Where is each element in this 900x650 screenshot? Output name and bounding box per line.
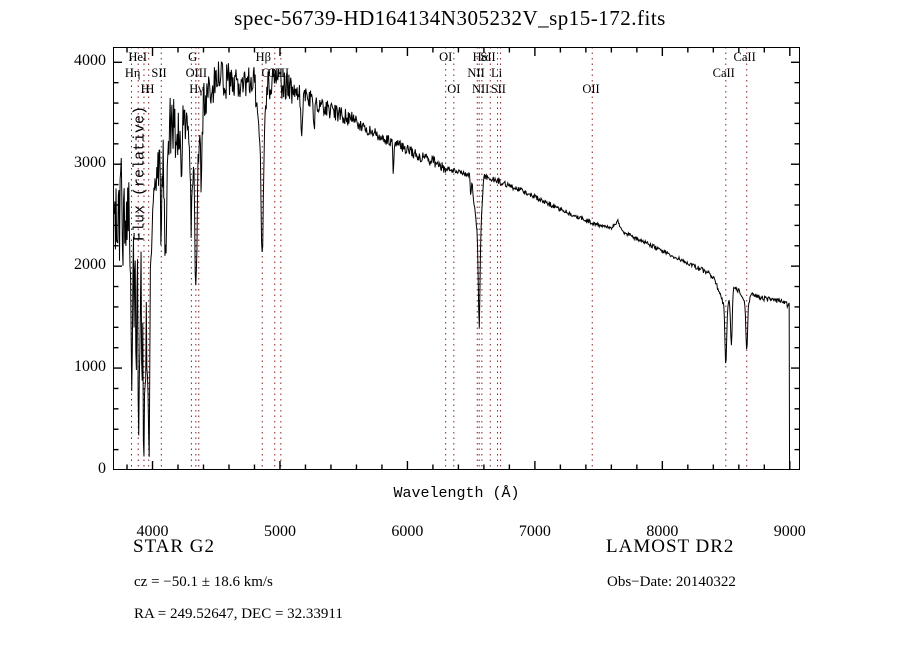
x-tick-label: 4000 <box>136 523 169 540</box>
spectral-line-label: H <box>145 82 155 96</box>
spectral-line-label: HeI <box>128 50 148 64</box>
spectral-line-label: OIII <box>261 66 284 80</box>
y-tick-label: 2000 <box>74 256 106 274</box>
survey-name: LAMOST DR2 <box>606 536 735 557</box>
x-tick-label: 6000 <box>391 523 424 540</box>
spectral-line-label: Hγ <box>189 82 204 96</box>
spectral-line-label: OII <box>582 82 600 96</box>
spectral-line-label: NII <box>471 82 490 96</box>
y-tick-label: 4000 <box>74 52 106 70</box>
object-class-line: STAR G2 <box>133 536 216 557</box>
x-tick-label: 7000 <box>518 523 551 540</box>
page-title: spec-56739-HD164134N305232V_sp15-172.fit… <box>234 6 666 30</box>
spectral-line-label: G <box>188 50 198 64</box>
spectral-line-label: Li <box>490 66 503 80</box>
spectral-line-label: SII <box>151 66 167 80</box>
y-tick-label: 3000 <box>74 154 106 172</box>
observation-date: Obs−Date: 20140322 <box>607 574 736 590</box>
spectral-line-label: Hη <box>124 66 141 80</box>
redshift-velocity-line: cz = −50.1 ± 18.6 km/s <box>134 574 273 590</box>
y-tick-label: 0 <box>98 460 106 477</box>
y-tick-label: 1000 <box>74 358 106 376</box>
plot-frame <box>113 47 800 470</box>
coordinates-line: RA = 249.52647, DEC = 32.33911 <box>134 606 343 622</box>
spectral-line-label: SII <box>480 50 496 64</box>
spectral-line-label: H <box>140 82 150 96</box>
spectral-line-label: Hβ <box>255 50 272 64</box>
plot-area: 0 1000 2000 3000 4000 4000 5000 6000 7000 8000 90… <box>74 47 806 540</box>
spectral-line-label: OI <box>439 50 453 64</box>
x-axis-title: Wavelength (Å) <box>393 485 520 502</box>
spectral-line-label: CaII <box>712 66 735 80</box>
spectrum-trace <box>113 61 791 470</box>
x-tick-label: 9000 <box>773 523 806 540</box>
x-tick-label: 5000 <box>263 523 296 540</box>
spectral-line-label: CaII <box>733 50 756 64</box>
x-tick-label: 8000 <box>646 523 679 540</box>
spectrum-plot <box>113 47 800 470</box>
spectral-line-label: OIII <box>267 66 290 80</box>
spectral-line-label: OI <box>447 82 461 96</box>
y-axis-title: Flux (relative) <box>131 105 149 242</box>
spectral-line-label: Hα <box>472 50 489 64</box>
spectral-line-label: NII <box>467 66 485 80</box>
spectral-line-label: SII <box>490 82 506 96</box>
spectral-line-label: OIII <box>185 66 208 80</box>
